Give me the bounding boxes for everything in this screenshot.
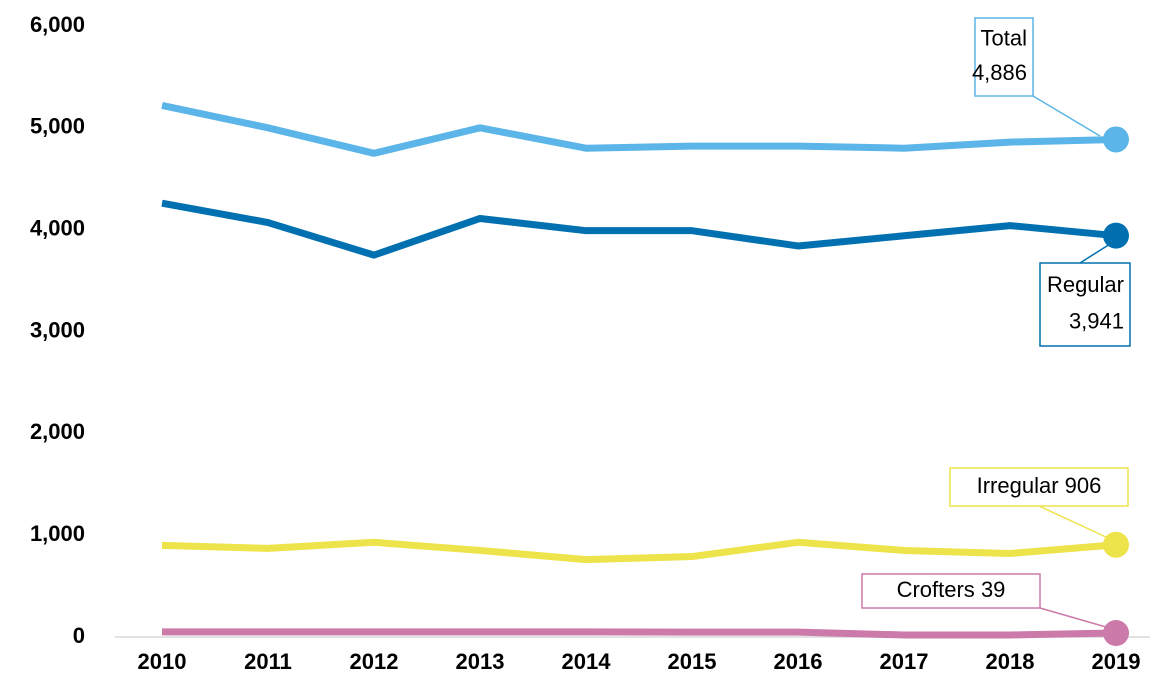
callout-name: Crofters [897,577,975,602]
series-line [161,199,1117,259]
callout-name: Regular [1047,272,1124,297]
end-marker [1103,620,1129,647]
callout-name: Total [981,26,1027,51]
callout-value: 906 [1065,473,1102,498]
x-tick-label: 2019 [1092,649,1141,674]
end-marker [1103,531,1129,558]
callout-connector [1032,95,1101,137]
callout: Total 4,886 [972,17,1101,137]
callout-connector [1079,243,1111,264]
callout-box [974,17,1034,97]
x-tick-label: 2016 [774,649,823,674]
callout-name: Irregular [977,473,1059,498]
callout-box [949,467,1129,507]
y-tick-label: 0 [73,623,85,648]
x-tick-label: 2012 [350,649,399,674]
x-tick-label: 2017 [880,649,929,674]
y-tick-label: 6,000 [30,12,85,37]
callout-box [861,573,1041,609]
y-tick-label: 5,000 [30,114,85,139]
series-line [161,538,1117,564]
y-tick-label: 2,000 [30,419,85,444]
callout-value: 3,941 [1069,309,1124,334]
x-tick-label: 2010 [138,649,187,674]
callout-value: 39 [981,577,1005,602]
y-tick-label: 3,000 [30,317,85,342]
x-tick-label: 2014 [562,649,612,674]
callout-label: Irregular 906 [977,473,1102,498]
callout-value: 4,886 [972,60,1027,85]
x-tick-label: 2018 [986,649,1035,674]
callout: Irregular 906 [949,467,1129,539]
end-marker [1103,222,1129,249]
callout: Crofters 39 [861,573,1107,628]
x-tick-label: 2013 [456,649,505,674]
callout-box [1039,262,1131,347]
x-tick-label: 2011 [244,649,292,674]
callout-connector [1039,607,1107,628]
y-tick-label: 1,000 [30,521,85,546]
callout-connector [1038,505,1109,539]
x-tick-label: 2015 [668,649,717,674]
callout: Regular 3,941 [1039,243,1131,347]
series-line [161,102,1117,157]
y-tick-label: 4,000 [30,215,85,240]
callout-label: Crofters 39 [897,577,1006,602]
end-marker [1103,126,1129,153]
series-line [162,628,1117,639]
